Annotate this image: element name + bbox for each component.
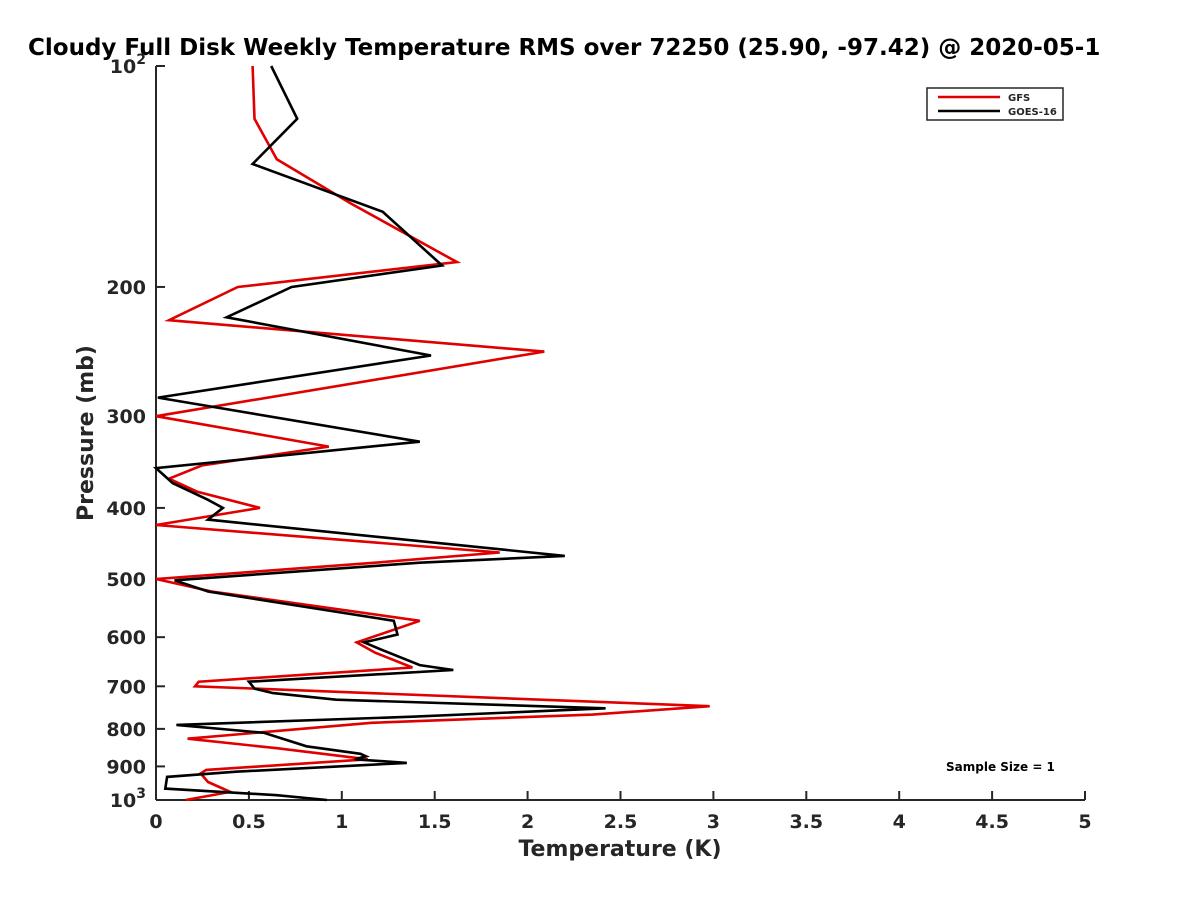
y-tick-label: 300	[106, 406, 146, 428]
legend: GFS GOES-16	[926, 87, 1064, 121]
legend-box	[926, 87, 1064, 121]
y-tick-label: 102	[110, 52, 146, 78]
y-tick-label: 900	[106, 756, 146, 778]
x-tick-label: 1	[335, 811, 348, 833]
sample-size-annotation: Sample Size = 1	[946, 760, 1055, 774]
legend-label: GOES-16	[1008, 107, 1057, 118]
y-tick-label: 200	[106, 277, 146, 299]
x-tick-label: 5	[1078, 811, 1091, 833]
axes: 0 0.5 1 1.5 2 2.5 3 3.5 4 4.5 5 102 200 300 400 500 600 7…	[106, 52, 1091, 833]
y-axis-label: Pressure (mb)	[74, 345, 99, 521]
x-tick-label: 3	[707, 811, 720, 833]
y-tick-label: 103	[110, 786, 146, 812]
legend-label: GFS	[1008, 93, 1030, 104]
x-tick-label: 4.5	[975, 811, 1009, 833]
x-tick-label: 3.5	[789, 811, 823, 833]
y-tick-label: 700	[106, 676, 146, 698]
y-tick-label: 800	[106, 719, 146, 741]
series-layer	[152, 65, 710, 802]
x-axis-label: Temperature (K)	[518, 837, 721, 862]
y-tick-label: 600	[106, 627, 146, 649]
x-tick-label: 2	[521, 811, 534, 833]
x-tick-label: 4	[893, 811, 906, 833]
x-tick-label: 1.5	[418, 811, 452, 833]
y-tick-label: 400	[106, 498, 146, 520]
series-line-gfs	[155, 65, 710, 802]
series-line-goes-16	[152, 65, 606, 802]
x-tick-label: 2.5	[604, 811, 638, 833]
x-tick-label: 0	[149, 811, 162, 833]
y-tick-label: 500	[106, 569, 146, 591]
chart-title: Cloudy Full Disk Weekly Temperature RMS …	[28, 35, 1100, 61]
x-tick-label: 0.5	[232, 811, 266, 833]
